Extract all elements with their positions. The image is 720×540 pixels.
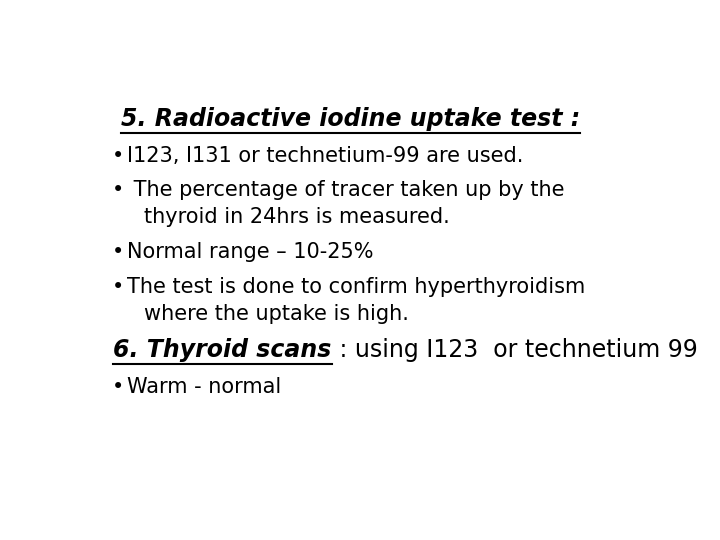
Text: I123, I131 or technetium-99 are used.: I123, I131 or technetium-99 are used. [127,146,523,166]
Text: thyroid in 24hrs is measured.: thyroid in 24hrs is measured. [144,207,450,227]
Text: •: • [112,377,124,397]
Text: 5. Radioactive iodine uptake test :: 5. Radioactive iodine uptake test : [121,107,580,131]
Text: : using I123  or technetium 99: : using I123 or technetium 99 [332,338,698,362]
Text: The test is done to confirm hyperthyroidism: The test is done to confirm hyperthyroid… [127,276,585,296]
Text: 6. Thyroid scans: 6. Thyroid scans [113,338,332,362]
Text: •: • [112,242,124,262]
Text: Normal range – 10-25%: Normal range – 10-25% [127,242,374,262]
Text: The percentage of tracer taken up by the: The percentage of tracer taken up by the [127,180,564,200]
Text: where the uptake is high.: where the uptake is high. [144,303,409,323]
Text: Warm - normal: Warm - normal [127,377,282,397]
Text: •: • [112,180,124,200]
Text: •: • [112,276,124,296]
Text: •: • [112,146,124,166]
